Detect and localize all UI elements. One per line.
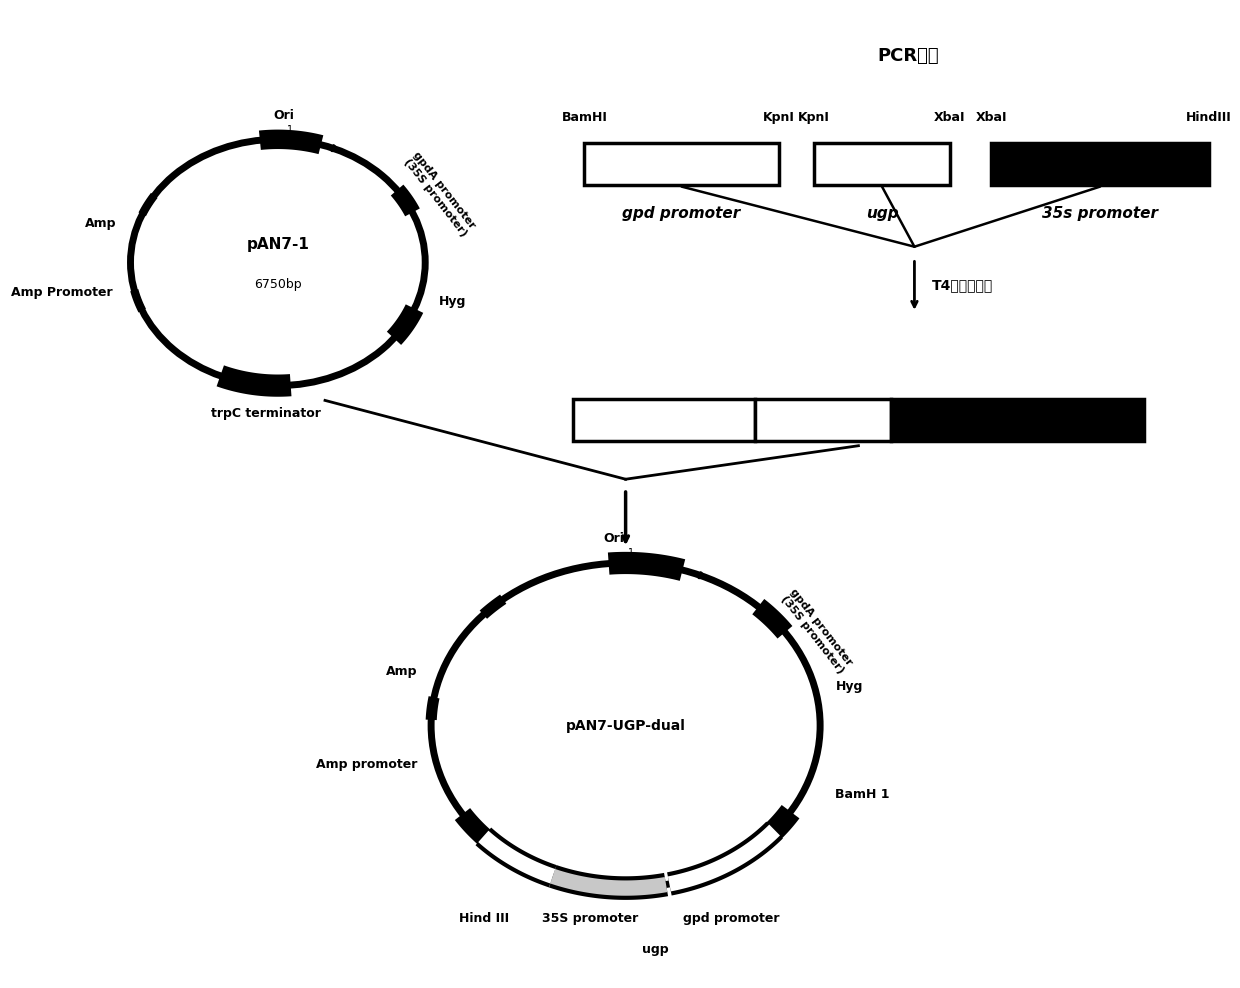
Text: Hyg: Hyg	[439, 295, 466, 308]
Text: T4连接酶酶连: T4连接酶酶连	[932, 279, 993, 292]
Text: 35s promoter: 35s promoter	[1042, 206, 1158, 221]
Text: Amp Promoter: Amp Promoter	[11, 286, 113, 298]
FancyBboxPatch shape	[755, 399, 890, 441]
Text: HindIII: HindIII	[1187, 111, 1233, 124]
Text: 1: 1	[629, 548, 635, 558]
FancyBboxPatch shape	[890, 399, 1145, 441]
Text: gpdA promoter
(35S promoter): gpdA promoter (35S promoter)	[402, 150, 477, 239]
Text: Ori: Ori	[604, 533, 624, 545]
Text: pAN7-UGP-dual: pAN7-UGP-dual	[565, 718, 686, 732]
Text: Amp: Amp	[84, 216, 117, 229]
Text: gpd promoter: gpd promoter	[683, 912, 780, 925]
Text: Ori: Ori	[273, 109, 294, 122]
Text: Amp: Amp	[386, 665, 417, 678]
Text: XbaI: XbaI	[934, 111, 966, 124]
FancyBboxPatch shape	[584, 143, 779, 185]
Text: ugp: ugp	[866, 206, 898, 221]
Text: gpdA promoter
(35S promoter): gpdA promoter (35S promoter)	[780, 587, 856, 675]
Text: BamHI: BamHI	[562, 111, 608, 124]
Text: 35S promoter: 35S promoter	[542, 912, 639, 925]
Text: Amp promoter: Amp promoter	[316, 759, 417, 772]
Text: Hind III: Hind III	[459, 912, 510, 925]
Text: PCR扩增: PCR扩增	[878, 46, 940, 64]
Text: 1: 1	[286, 125, 293, 135]
Text: XbaI: XbaI	[976, 111, 1007, 124]
Text: KpnI: KpnI	[799, 111, 830, 124]
Text: gpd promoter: gpd promoter	[622, 206, 740, 221]
Text: pAN7-1: pAN7-1	[247, 237, 309, 252]
Text: 6750bp: 6750bp	[254, 278, 301, 290]
Text: Hyg: Hyg	[836, 680, 863, 693]
FancyBboxPatch shape	[573, 399, 755, 441]
Text: ugp: ugp	[642, 944, 668, 956]
Text: BamH 1: BamH 1	[836, 788, 890, 801]
FancyBboxPatch shape	[815, 143, 950, 185]
FancyBboxPatch shape	[991, 143, 1209, 185]
Text: KpnI: KpnI	[763, 111, 795, 124]
Text: trpC terminator: trpC terminator	[211, 407, 321, 420]
